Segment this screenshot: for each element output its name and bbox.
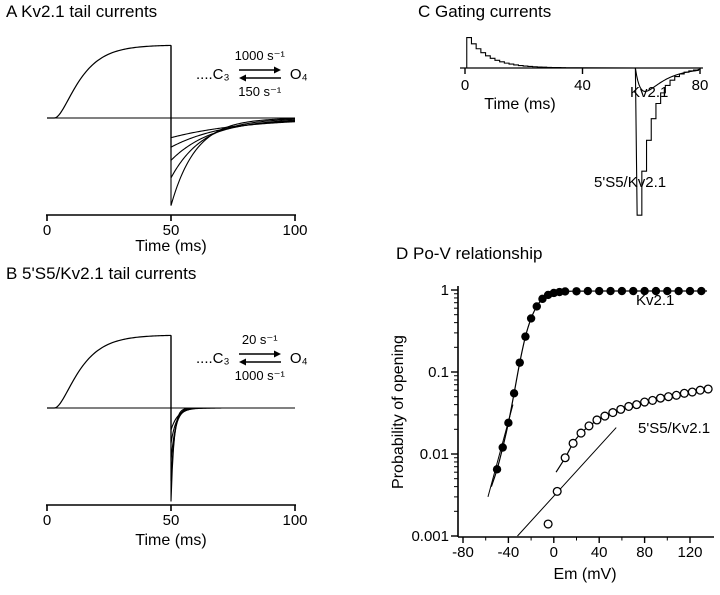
panel-a-plot: 0 50 100 (43, 44, 308, 239)
panel-b-title: B 5'S5/Kv2.1 tail currents (6, 264, 197, 283)
equilibrium-arrows-icon (238, 350, 281, 366)
rate-arrow-column: 20 s⁻¹ 1000 s⁻¹ (235, 332, 285, 384)
svg-text:-80: -80 (452, 544, 474, 561)
panel-d-title: D Po-V relationship (396, 244, 543, 263)
panel-b-plot: 0 50 100 (43, 334, 308, 529)
svg-text:0: 0 (43, 512, 51, 529)
svg-text:40: 40 (591, 544, 608, 561)
panel-c-title: C Gating currents (418, 2, 552, 21)
panel-a-title: A Kv2.1 tail currents (6, 2, 158, 21)
forward-rate-label: 1000 s⁻¹ (234, 48, 285, 63)
panel-c-xlabel: Time (ms) (484, 96, 556, 113)
panel-c-plot: 0 40 80 (460, 37, 709, 216)
svg-text:-40: -40 (498, 544, 520, 561)
panel-a: 0 50 100 A Kv2.1 tail currents ....C₃ 1000… (0, 0, 340, 260)
panel-b-kinetic-scheme: ....C₃ 20 s⁻¹ 1000 s⁻¹ O₄ (196, 332, 308, 384)
rate-arrow-column: 1000 s⁻¹ 150 s⁻¹ (235, 48, 285, 100)
svg-text:0: 0 (550, 544, 558, 561)
svg-text:0: 0 (43, 222, 51, 239)
panel-d: 1 0.1 0.01 0.001 -80 -40 0 40 80 120 D Po-V relat… (380, 240, 720, 595)
panel-d-series-label-kv21: Kv2.1 (636, 292, 675, 309)
panel-d-plot: 1 0.1 0.01 0.001-80 -40 0 40 80 120 (411, 282, 714, 561)
forward-rate-label: 20 s⁻¹ (241, 332, 278, 347)
svg-text:0: 0 (461, 77, 469, 94)
svg-text:0.001: 0.001 (411, 528, 449, 545)
open-state-label: O₄ (289, 65, 308, 83)
svg-text:120: 120 (677, 544, 702, 561)
backward-rate-label: 1000 s⁻¹ (234, 368, 285, 383)
panel-a-xlabel: Time (ms) (135, 238, 207, 255)
panel-d-ylabel: Probability of opening (390, 335, 407, 489)
panel-d-xlabel: Em (mV) (553, 566, 617, 583)
svg-text:0.01: 0.01 (420, 446, 449, 463)
svg-text:100: 100 (282, 512, 307, 529)
svg-text:0.1: 0.1 (428, 364, 449, 381)
svg-text:40: 40 (574, 77, 591, 94)
panel-b-xlabel: Time (ms) (135, 532, 207, 549)
panel-a-kinetic-scheme: ....C₃ 1000 s⁻¹ 150 s⁻¹ O₄ (196, 48, 308, 100)
closed-state-label: ....C₃ (196, 65, 230, 83)
svg-text:80: 80 (636, 544, 653, 561)
svg-text:1: 1 (441, 282, 449, 299)
panel-b: 0 50 100 B 5'S5/Kv2.1 tail currents ....C₃… (0, 262, 340, 595)
svg-text:50: 50 (163, 222, 180, 239)
panel-d-series-label-chimera: 5'S5/Kv2.1 (638, 420, 711, 437)
svg-text:50: 50 (163, 512, 180, 529)
open-state-label: O₄ (289, 349, 308, 367)
panel-c-series-label-kv21: Kv2.1 (630, 84, 669, 101)
panel-c-series-label-chimera: 5'S5/Kv2.1 (594, 174, 667, 191)
svg-text:100: 100 (282, 222, 307, 239)
closed-state-label: ....C₃ (196, 349, 230, 367)
panel-c: 0 40 80 C Gating currents Time (ms) Kv2.1 … (380, 0, 720, 238)
equilibrium-arrows-icon (238, 66, 281, 82)
svg-text:80: 80 (692, 77, 709, 94)
backward-rate-label: 150 s⁻¹ (238, 84, 282, 99)
